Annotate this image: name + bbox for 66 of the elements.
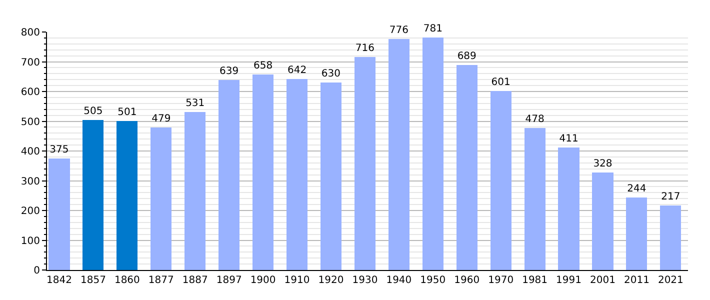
x-tick-label: 1842 xyxy=(46,275,72,286)
data-label: 776 xyxy=(389,25,408,36)
data-label: 501 xyxy=(118,106,137,118)
bar xyxy=(286,79,308,270)
data-label: 716 xyxy=(355,42,374,54)
y-tick-label: 300 xyxy=(20,176,40,188)
data-label: 244 xyxy=(627,183,646,194)
bar xyxy=(82,120,104,270)
bar xyxy=(150,128,172,270)
x-tick-label: 1900 xyxy=(250,275,276,286)
bar xyxy=(456,65,478,270)
x-tick-label: 1940 xyxy=(386,275,412,286)
y-tick-label: 0 xyxy=(34,266,40,276)
data-label: 479 xyxy=(152,114,171,124)
bar xyxy=(592,172,614,270)
x-tick-label: 2001 xyxy=(590,275,616,286)
x-tick-label: 1897 xyxy=(216,275,242,286)
bar xyxy=(116,120,138,270)
bar xyxy=(184,112,206,270)
x-tick-label: 1991 xyxy=(556,275,582,286)
bar xyxy=(354,56,376,270)
data-label: 375 xyxy=(50,144,69,156)
bar xyxy=(626,197,648,270)
data-label: 630 xyxy=(321,68,341,80)
bar xyxy=(524,128,546,270)
x-tick-label: 1860 xyxy=(114,275,140,286)
bar xyxy=(558,148,580,270)
data-label: 328 xyxy=(593,158,612,170)
data-label: 689 xyxy=(457,51,476,62)
bar xyxy=(252,74,274,270)
bar xyxy=(48,158,70,270)
data-label: 217 xyxy=(661,191,680,202)
x-tick-label: 1877 xyxy=(148,275,174,286)
bar xyxy=(320,82,342,270)
y-tick-label: 100 xyxy=(20,236,40,247)
data-label: 505 xyxy=(84,106,103,117)
bar xyxy=(490,91,512,270)
y-tick-label: 200 xyxy=(20,206,40,217)
data-label: 639 xyxy=(220,66,239,77)
y-tick-label: 500 xyxy=(20,116,40,128)
y-tick-label: 400 xyxy=(20,146,40,158)
y-tick-label: 800 xyxy=(20,28,40,38)
data-label: 781 xyxy=(423,24,442,35)
data-label: 642 xyxy=(287,65,307,76)
data-label: 411 xyxy=(559,134,578,145)
bar xyxy=(660,205,682,270)
y-tick-label: 600 xyxy=(20,87,40,98)
x-tick-label: 1920 xyxy=(318,275,344,286)
x-tick-label: 2011 xyxy=(624,275,650,286)
data-label: 531 xyxy=(186,98,205,110)
x-tick-label: 1887 xyxy=(182,275,208,286)
bar xyxy=(422,38,444,270)
x-tick-label: 1950 xyxy=(420,275,446,286)
x-tick-label: 2021 xyxy=(658,275,684,286)
data-label: 601 xyxy=(491,77,510,88)
x-tick-label: 1910 xyxy=(284,275,310,286)
bar xyxy=(218,80,240,270)
data-label: 658 xyxy=(253,60,273,72)
y-tick-label: 700 xyxy=(20,57,40,68)
bar xyxy=(388,39,410,270)
x-tick-label: 1970 xyxy=(488,275,514,286)
x-tick-label: 1981 xyxy=(522,275,548,286)
x-tick-label: 1857 xyxy=(80,275,106,286)
x-tick-label: 1960 xyxy=(454,275,480,286)
x-tick-label: 1930 xyxy=(352,275,378,286)
data-label: 478 xyxy=(525,114,544,125)
